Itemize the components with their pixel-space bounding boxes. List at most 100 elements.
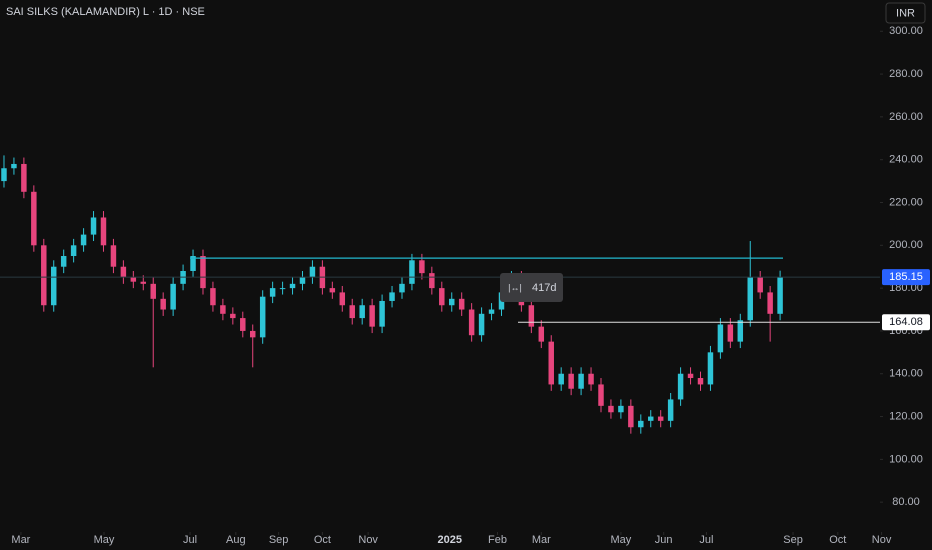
- candle-body: [200, 256, 206, 289]
- candle-body: [309, 266, 316, 278]
- candle-body: [339, 292, 346, 306]
- candle-body: [657, 416, 664, 421]
- candle-body: [279, 288, 286, 290]
- level-label: 164.08: [889, 316, 923, 328]
- y-tick-label: 100.00: [889, 453, 923, 465]
- x-tick-label: Sep: [269, 534, 289, 546]
- candle-body: [1, 168, 7, 182]
- candle-body: [628, 405, 634, 428]
- candle-body: [41, 245, 47, 306]
- candle-body: [777, 277, 783, 314]
- candle-body: [677, 373, 684, 400]
- y-tick-label: 240.00: [889, 154, 923, 166]
- measure-box: [500, 273, 563, 302]
- candle-body: [359, 305, 365, 319]
- candle-body: [190, 256, 196, 271]
- candle-body: [379, 300, 385, 327]
- x-tick-label: Oct: [829, 534, 846, 546]
- candle-body: [747, 277, 753, 321]
- candle-body: [140, 281, 147, 284]
- candle-body: [608, 405, 614, 413]
- candle-body: [210, 288, 216, 306]
- candle-body: [230, 313, 236, 319]
- y-tick-label: 280.00: [889, 68, 923, 80]
- y-tick-label: 80.00: [892, 496, 920, 508]
- candle-body: [707, 352, 714, 385]
- candle-body: [488, 309, 495, 314]
- candle-body: [240, 318, 246, 331]
- candle-body: [717, 324, 724, 353]
- x-tick-label: Oct: [314, 534, 331, 546]
- candle-body: [220, 305, 226, 314]
- x-tick-label: May: [611, 534, 632, 546]
- currency-button[interactable]: [885, 2, 926, 24]
- x-tick-label: Nov: [872, 534, 892, 546]
- candle-body: [349, 305, 355, 319]
- measure-icon: |↔|: [508, 282, 522, 292]
- candle-body: [100, 217, 107, 246]
- x-tick-label: Nov: [358, 534, 378, 546]
- candle-body: [757, 277, 763, 293]
- candle-body: [429, 273, 435, 289]
- candle-body: [289, 283, 296, 289]
- candle-body: [90, 217, 97, 235]
- candle-body: [269, 288, 276, 297]
- x-tick-label: May: [94, 534, 115, 546]
- x-tick-label: Jul: [183, 534, 197, 546]
- x-tick-label: Aug: [226, 534, 246, 546]
- candle-body: [250, 330, 256, 338]
- candle-body: [558, 373, 564, 385]
- candle-body: [687, 373, 694, 379]
- x-tick-label: Mar: [532, 534, 551, 546]
- candle-body: [439, 288, 445, 306]
- candle-body: [60, 256, 67, 267]
- x-tick-label: 2025: [438, 534, 462, 546]
- x-tick-label: Mar: [11, 534, 30, 546]
- candle-body: [11, 163, 17, 169]
- candle-body: [568, 373, 574, 389]
- candle-body: [31, 191, 37, 246]
- last-price-label: 185.15: [889, 271, 923, 283]
- x-tick-label: Feb: [488, 534, 507, 546]
- candle-body: [150, 283, 156, 299]
- candle-body: [548, 341, 554, 385]
- y-tick-label: 120.00: [889, 410, 923, 422]
- candle-body: [588, 373, 594, 385]
- candle-body: [259, 296, 266, 338]
- currency-label[interactable]: INR: [896, 7, 915, 19]
- candle-body: [727, 324, 734, 342]
- candle-body: [419, 260, 425, 274]
- y-tick-label: 260.00: [889, 111, 923, 123]
- candle-body: [638, 420, 644, 428]
- candle-body: [120, 266, 127, 278]
- candle-body: [648, 416, 654, 421]
- candle-body: [468, 309, 475, 336]
- candle-body: [458, 298, 465, 310]
- level-badge: [882, 314, 930, 331]
- candle-body: [528, 305, 535, 327]
- candle-body: [449, 298, 455, 306]
- y-tick-label: 220.00: [889, 196, 923, 208]
- measure-label: 417d: [532, 282, 556, 294]
- candle-body: [50, 266, 57, 306]
- candle-body: [538, 326, 545, 342]
- candle-body: [409, 260, 415, 284]
- y-tick-label: 300.00: [889, 25, 923, 37]
- candle-body: [478, 313, 485, 336]
- chart-title: SAI SILKS (KALAMANDIR) L · 1D · NSE: [6, 6, 205, 18]
- candle-body: [110, 245, 117, 267]
- y-tick-label: 200.00: [889, 239, 923, 251]
- candle-body: [70, 245, 77, 257]
- x-tick-label: Jul: [699, 534, 713, 546]
- candle-body: [399, 283, 405, 293]
- candle-body: [598, 384, 604, 406]
- candle-body: [160, 298, 166, 310]
- candle-body: [80, 234, 87, 246]
- candle-body: [329, 288, 336, 293]
- candle-body: [369, 305, 375, 327]
- candle-body: [618, 405, 624, 413]
- candle-body: [21, 163, 27, 192]
